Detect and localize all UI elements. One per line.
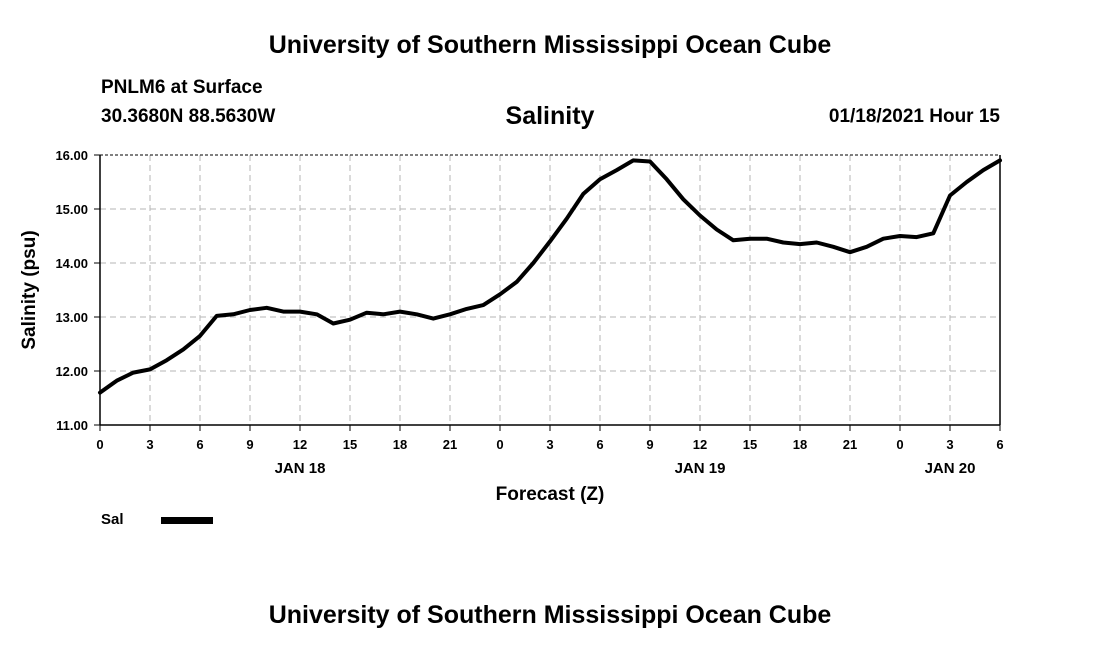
legend-swatch-sal [161, 517, 213, 524]
y-tick-label: 11.00 [56, 418, 88, 433]
x-tick-label: 21 [843, 437, 857, 452]
x-tick-label: 12 [693, 437, 707, 452]
x-tick-label: 6 [196, 437, 203, 452]
y-tick-label: 13.00 [55, 310, 88, 325]
x-tick-label: 0 [896, 437, 903, 452]
y-tick-label: 16.00 [55, 148, 88, 163]
station-label: PNLM6 at Surface [101, 77, 263, 98]
legend-label-sal: Sal [101, 511, 124, 528]
y-tick-label: 12.00 [55, 364, 88, 379]
x-tick-label: 6 [996, 437, 1003, 452]
x-tick-label: 0 [96, 437, 103, 452]
salinity-chart: 0 3 6 9 12 15 18 21 0 3 6 9 12 15 18 21 0 3 6 11.00 12.00 13.… [19, 148, 1004, 505]
x-tick-label: 18 [393, 437, 407, 452]
x-tick-label: 0 [496, 437, 503, 452]
date-label: JAN 19 [675, 460, 726, 477]
x-tick-label: 15 [343, 437, 357, 452]
chart-title: Salinity [505, 102, 595, 130]
date-label: JAN 18 [275, 460, 326, 477]
x-tick-label: 18 [793, 437, 807, 452]
x-tick-label: 15 [743, 437, 757, 452]
axis-layer [94, 154, 1001, 431]
x-tick-label: 21 [443, 437, 457, 452]
footer-title: University of Southern Mississippi Ocean… [268, 601, 832, 629]
y-tick-label: 14.00 [55, 256, 88, 271]
label-layer: 0 3 6 9 12 15 18 21 0 3 6 9 12 15 18 21 0 3 6 11.00 12.00 13.… [19, 148, 1004, 505]
coordinates-label: 30.3680N 88.5630W [101, 106, 276, 127]
x-tick-label: 3 [146, 437, 153, 452]
x-tick-label: 12 [293, 437, 307, 452]
grid-layer [100, 154, 1000, 425]
x-tick-label: 6 [596, 437, 603, 452]
y-tick-label: 15.00 [55, 202, 88, 217]
x-tick-label: 9 [246, 437, 253, 452]
date-label: JAN 20 [925, 460, 976, 477]
x-axis-title: Forecast (Z) [496, 484, 605, 505]
series-layer [98, 158, 1002, 395]
x-tick-label: 3 [946, 437, 953, 452]
forecast-datetime: 01/18/2021 Hour 15 [828, 106, 1000, 127]
x-tick-label: 3 [546, 437, 553, 452]
page-title: University of Southern Mississippi Ocean… [268, 31, 832, 59]
y-axis-title: Salinity (psu) [19, 230, 40, 349]
x-tick-label: 9 [646, 437, 653, 452]
series-line-sal [98, 158, 1002, 395]
